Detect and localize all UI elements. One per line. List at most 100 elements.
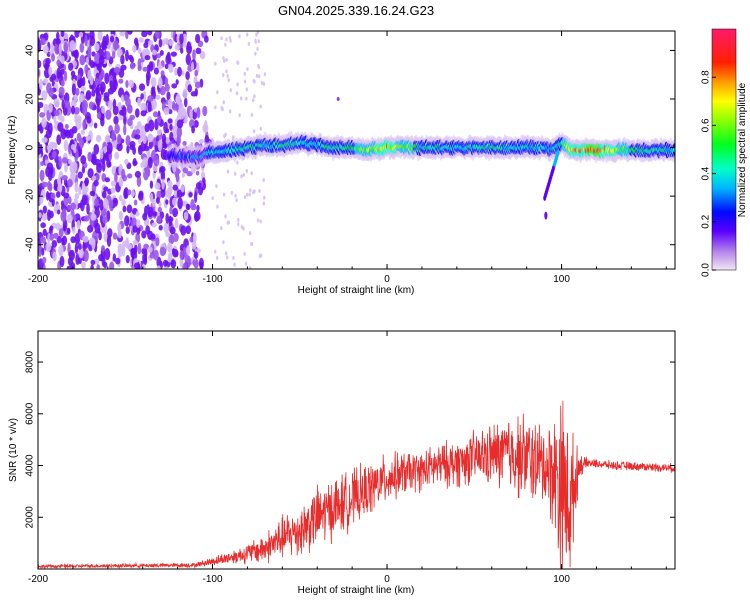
noise-speck: [235, 91, 239, 96]
noise-speck: [235, 198, 238, 203]
noise-blob: [174, 217, 179, 229]
noise-blob: [70, 99, 77, 108]
noise-blob: [183, 97, 188, 108]
noise-blob: [69, 40, 76, 52]
noise-blob: [182, 262, 188, 269]
noise-blob: [123, 188, 128, 200]
noise-blob: [112, 253, 117, 262]
noise-blob: [142, 66, 148, 72]
noise-blob: [49, 233, 55, 241]
noise-blob: [148, 39, 154, 46]
noise-blob: [149, 192, 154, 203]
noise-blob: [77, 171, 83, 179]
noise-blob: [174, 43, 180, 51]
noise-blob: [57, 209, 61, 215]
noise-speck: [236, 82, 239, 87]
noise-blob: [180, 184, 185, 193]
noise-blob: [138, 37, 144, 43]
noise-blob: [143, 205, 148, 218]
noise-blob: [109, 261, 115, 269]
noise-blob: [199, 138, 204, 144]
noise-blob: [133, 262, 141, 269]
noise-speck: [246, 67, 249, 72]
noise-blob: [39, 78, 43, 90]
snr-frame: [37, 330, 676, 570]
noise-speck: [257, 65, 261, 70]
snr-plot-area: [38, 331, 675, 569]
noise-blob: [121, 198, 126, 206]
noise-blob: [185, 53, 192, 66]
noise-blob: [158, 38, 163, 48]
noise-blob: [195, 47, 202, 55]
noise-blob: [114, 171, 118, 184]
noise-blob: [121, 168, 126, 180]
noise-blob: [82, 119, 86, 131]
noise-blob: [66, 227, 71, 235]
noise-blob: [167, 180, 173, 188]
noise-blob: [52, 251, 57, 262]
noise-blob: [110, 180, 117, 187]
noise-blob: [64, 100, 71, 109]
noise-blob: [85, 57, 90, 65]
noise-speck: [240, 174, 243, 179]
noise-blob: [126, 204, 133, 214]
noise-blob: [85, 135, 92, 141]
noise-blob: [179, 250, 184, 260]
noise-blob: [99, 148, 104, 160]
noise-blob: [107, 87, 115, 95]
noise-blob: [187, 84, 192, 93]
noise-blob: [154, 31, 161, 39]
noise-blob: [66, 213, 73, 224]
spectrogram-ylabel: Frequency (Hz): [7, 116, 18, 185]
noise-blob: [70, 171, 76, 181]
noise-blob: [80, 129, 86, 135]
noise-blob: [156, 265, 161, 269]
noise-blob: [171, 103, 179, 111]
noise-blob: [103, 186, 109, 192]
noise-blob: [126, 243, 133, 250]
noise-blob: [41, 137, 48, 143]
noise-speck: [240, 225, 244, 230]
noise-speck: [226, 169, 230, 174]
noise-blob: [123, 115, 127, 126]
noise-blob: [42, 228, 47, 237]
noise-blob: [203, 120, 208, 132]
noise-blob: [89, 75, 94, 86]
noise-blob: [86, 116, 92, 124]
noise-blob: [68, 196, 72, 205]
noise-blob: [72, 226, 76, 234]
noise-blob: [123, 123, 127, 136]
spectrogram-content: [38, 31, 675, 269]
noise-blob: [53, 114, 57, 124]
noise-blob: [104, 247, 111, 260]
noise-blob: [74, 233, 81, 245]
noise-blob: [84, 34, 88, 47]
noise-blob: [114, 151, 120, 160]
noise-blob: [137, 58, 142, 70]
noise-blob: [180, 47, 184, 54]
noise-blob: [63, 139, 69, 152]
noise-blob: [116, 142, 123, 152]
noise-blob: [87, 151, 92, 162]
noise-blob: [157, 115, 162, 124]
noise-blob: [55, 37, 61, 45]
noise-blob: [185, 225, 192, 235]
noise-blob: [97, 31, 103, 41]
noise-blob: [147, 31, 153, 36]
x-tick-label: -100: [203, 574, 223, 585]
noise-speck: [220, 105, 223, 110]
noise-blob: [163, 222, 170, 234]
noise-blob: [87, 47, 92, 57]
noise-blob: [93, 179, 99, 187]
noise-blob: [96, 162, 103, 174]
noise-blob: [182, 246, 187, 256]
noise-speck: [222, 240, 225, 245]
x-tick-label: -100: [203, 274, 223, 285]
noise-blob: [72, 50, 79, 58]
noise-blob: [164, 63, 169, 70]
noise-blob: [104, 135, 110, 143]
noise-blob: [83, 250, 89, 262]
noise-blob: [202, 105, 208, 117]
noise-speck: [256, 46, 259, 51]
noise-blob: [170, 259, 177, 269]
